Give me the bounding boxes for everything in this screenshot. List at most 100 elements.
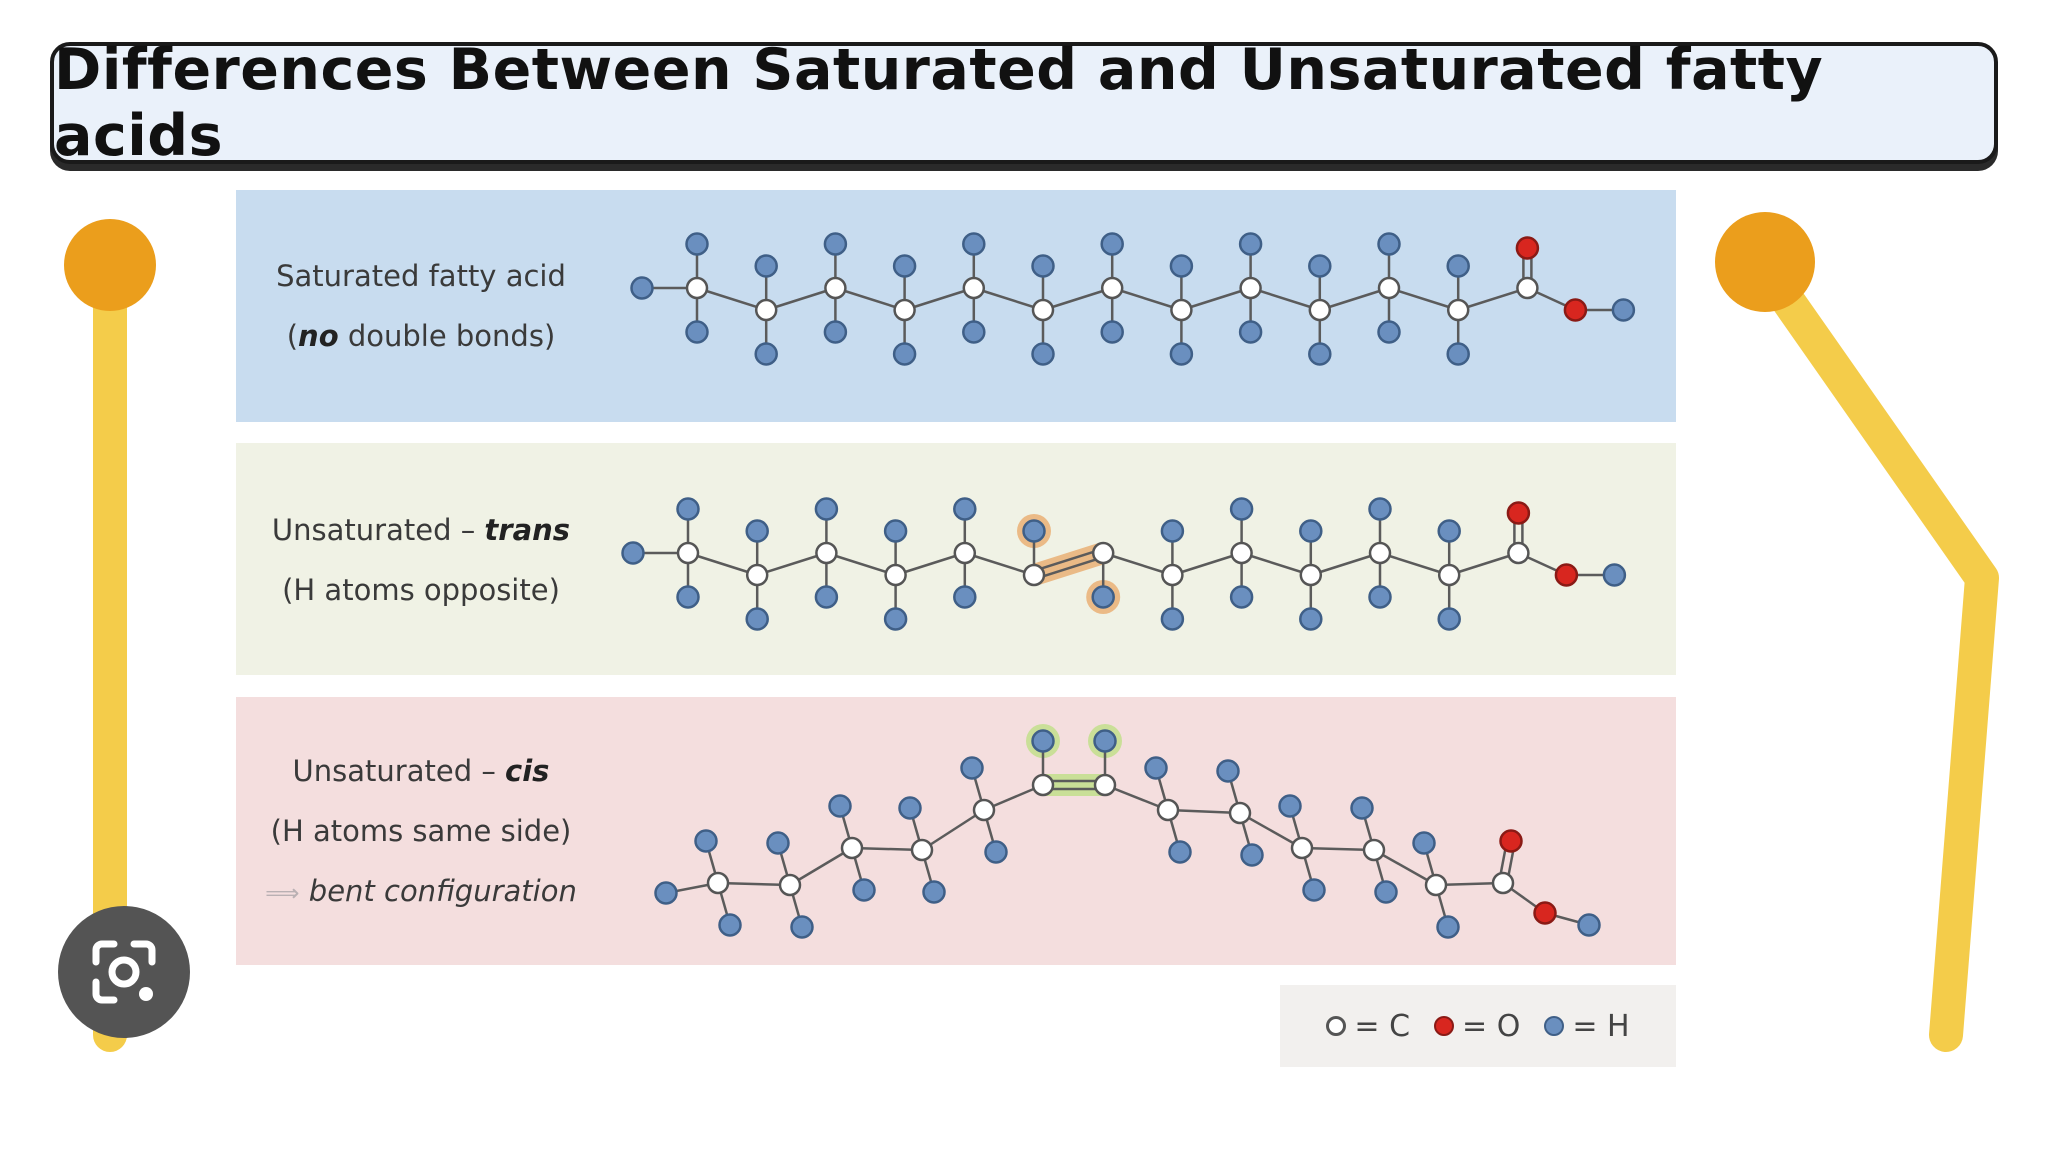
carbon-atom: [824, 276, 847, 300]
oxygen-atom: [1563, 298, 1588, 322]
hydrogen-dot-icon: [1544, 1016, 1565, 1036]
hydrogen-atom: [685, 232, 709, 256]
hydrogen-atom: [883, 519, 908, 543]
single-bond: [1457, 286, 1528, 312]
legend-item-oxygen: = O: [1434, 1009, 1520, 1044]
hydrogen-atom: [1022, 519, 1046, 543]
legend-item-carbon: = C: [1326, 1009, 1410, 1044]
single-bond: [1301, 846, 1375, 852]
panel-label-trans: Unsaturated – trans (H atoms opposite): [236, 500, 606, 620]
right-connector-bar: [1748, 251, 1999, 1052]
hydrogen-atom: [953, 497, 977, 521]
carbon-atom: [884, 563, 907, 587]
hydrogen-atom: [1350, 796, 1374, 820]
oxygen-atom: [1554, 563, 1579, 587]
single-bond: [1250, 286, 1321, 312]
hydrogen-atom: [1299, 607, 1323, 631]
carbon-atom: [1446, 298, 1470, 322]
single-bond: [1448, 551, 1519, 577]
camera-lens-icon: [92, 940, 156, 1004]
hydrogen-atom: [962, 320, 986, 344]
hydrogen-atom: [685, 320, 709, 344]
carbon-atom: [815, 541, 838, 565]
hydrogen-atom: [621, 541, 645, 565]
hydrogen-atom: [1160, 607, 1185, 631]
hydrogen-atom: [828, 794, 852, 818]
hydrogen-atom: [960, 756, 984, 780]
label-line-2: (no double bonds): [286, 319, 556, 353]
hydrogen-atom: [1299, 519, 1323, 543]
hydrogen-atom: [1446, 254, 1470, 278]
hydrogen-atom: [1368, 585, 1392, 609]
hydrogen-atom: [1412, 831, 1436, 855]
single-bond: [973, 286, 1044, 312]
oxygen-atom: [1515, 236, 1540, 260]
hydrogen-atom: [962, 232, 986, 256]
left-connector-dot: [64, 219, 156, 311]
hydrogen-atom: [984, 840, 1008, 864]
hydrogen-atom: [1169, 342, 1194, 366]
single-bond: [687, 551, 758, 577]
hydrogen-atom: [766, 831, 790, 855]
hydrogen-atom: [1238, 232, 1263, 256]
lens-button[interactable]: [58, 906, 190, 1038]
panel-saturated: Saturated fatty acid (no double bonds): [236, 190, 1676, 422]
hydrogen-atom: [676, 585, 700, 609]
hydrogen-atom: [676, 497, 700, 521]
single-bond: [895, 551, 966, 577]
hydrogen-atom: [1436, 915, 1460, 939]
carbon-atom: [1161, 563, 1184, 587]
arrow-icon: ⟹: [265, 879, 300, 907]
panel-label-saturated: Saturated fatty acid (no double bonds): [236, 246, 606, 366]
hydrogen-atom: [790, 915, 814, 939]
carbon-atom: [1100, 276, 1124, 300]
legend-label: = H: [1572, 1008, 1630, 1044]
hydrogen-atom: [1031, 254, 1055, 278]
single-bond: [1388, 286, 1459, 312]
carbon-atom: [1368, 541, 1392, 565]
hydrogen-atom: [1238, 320, 1263, 344]
carbon-atom: [1299, 563, 1323, 587]
hydrogen-atom: [1093, 729, 1117, 753]
carbon-atom: [1377, 276, 1401, 300]
carbon-dot-icon: [1326, 1016, 1347, 1036]
single-bond: [964, 551, 1035, 577]
label-line-1: Unsaturated – cis: [292, 754, 550, 788]
hydrogen-atom: [1031, 729, 1055, 753]
label-line-1: Saturated fatty acid: [276, 259, 566, 293]
hydrogen-atom: [1100, 320, 1124, 344]
carbon-atom: [1228, 801, 1252, 825]
hydrogen-atom: [898, 796, 922, 820]
legend-label: = O: [1462, 1008, 1521, 1044]
hydrogen-atom: [1611, 298, 1636, 322]
single-bond: [1239, 811, 1303, 850]
single-bond: [756, 551, 827, 577]
hydrogen-atom: [1091, 585, 1115, 609]
legend-label: = C: [1354, 1008, 1411, 1044]
hydrogen-atom: [1374, 880, 1398, 904]
single-bond: [1181, 286, 1251, 312]
single-bond: [789, 846, 853, 887]
hydrogen-atom: [892, 254, 917, 278]
hydrogen-atom: [630, 276, 654, 300]
hydrogen-atom: [814, 497, 839, 521]
hydrogen-atom: [1160, 519, 1185, 543]
single-bond: [765, 286, 836, 312]
label-line-3: ⟹ bent configuration: [265, 874, 577, 908]
hydrogen-atom: [1308, 254, 1332, 278]
single-bond: [1172, 551, 1242, 577]
carbon-atom: [685, 276, 709, 300]
title-bar: Differences Between Saturated and Unsatu…: [50, 37, 1998, 169]
hydrogen-atom: [1100, 232, 1124, 256]
single-bond: [717, 881, 791, 887]
hydrogen-atom: [754, 342, 778, 366]
single-bond: [1319, 286, 1390, 312]
carbon-atom: [1290, 836, 1314, 860]
carbon-atom: [972, 798, 996, 822]
oxygen-atom: [1533, 901, 1557, 925]
hydrogen-atom: [745, 519, 769, 543]
single-bond: [696, 286, 767, 312]
hydrogen-atom: [953, 585, 977, 609]
carbon-atom: [754, 298, 778, 322]
